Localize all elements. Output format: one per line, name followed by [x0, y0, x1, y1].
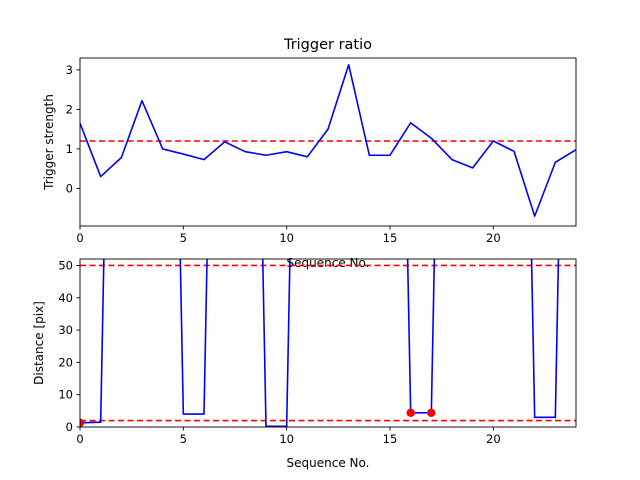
- y-tick-label: 30: [58, 323, 73, 337]
- x-tick-label: 15: [383, 432, 398, 446]
- y-tick-label: 50: [58, 258, 73, 272]
- axes-frame: [79, 57, 577, 227]
- x-tick-label: 20: [486, 231, 501, 245]
- y-tick-label: 20: [58, 355, 73, 369]
- y-tick-label: 3: [66, 63, 73, 77]
- x-axis-label: Sequence No.: [287, 256, 370, 270]
- series-line: [80, 63, 576, 217]
- x-tick-label: 20: [486, 432, 501, 446]
- y-tick-label: 40: [58, 291, 73, 305]
- data-point: [80, 418, 85, 427]
- trigger-ratio-axes: Trigger ratio Trigger strength Sequence …: [42, 37, 577, 270]
- y-tick-label: 2: [66, 102, 73, 116]
- plot-area: [80, 63, 576, 217]
- distance-axes: Distance [pix] Sequence No. 0 5 10 15 20 0 10 2…: [32, 258, 577, 470]
- data-point: [406, 408, 415, 417]
- y-tick-label: 0: [66, 420, 73, 434]
- y-tick-label: 10: [58, 388, 73, 402]
- x-tick-label: 5: [180, 231, 187, 245]
- x-tick-label: 0: [76, 231, 83, 245]
- x-tick-label: 10: [279, 432, 294, 446]
- x-tick-label: 5: [180, 432, 187, 446]
- y-axis-label: Trigger strength: [42, 94, 56, 191]
- data-point: [427, 408, 436, 417]
- y-axis-label: Distance [pix]: [32, 301, 46, 385]
- plot-area: [80, 259, 576, 427]
- axes-frame: [79, 258, 577, 428]
- y-tick-label: 1: [66, 142, 73, 156]
- x-axis-label: Sequence No.: [287, 456, 370, 470]
- x-tick-label: 10: [279, 231, 294, 245]
- x-tick-label: 0: [76, 432, 83, 446]
- chart-title: Trigger ratio: [283, 37, 372, 53]
- y-tick-label: 0: [66, 181, 73, 195]
- x-tick-label: 15: [383, 231, 398, 245]
